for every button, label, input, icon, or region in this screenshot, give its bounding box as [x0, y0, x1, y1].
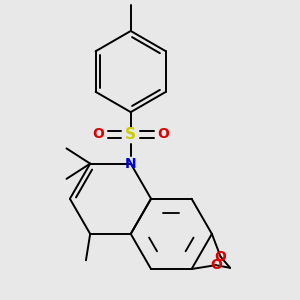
Text: S: S — [125, 127, 136, 142]
Text: O: O — [210, 258, 222, 272]
Text: O: O — [215, 250, 226, 264]
Text: O: O — [92, 128, 104, 141]
Text: N: N — [125, 157, 136, 171]
Text: O: O — [157, 128, 169, 141]
